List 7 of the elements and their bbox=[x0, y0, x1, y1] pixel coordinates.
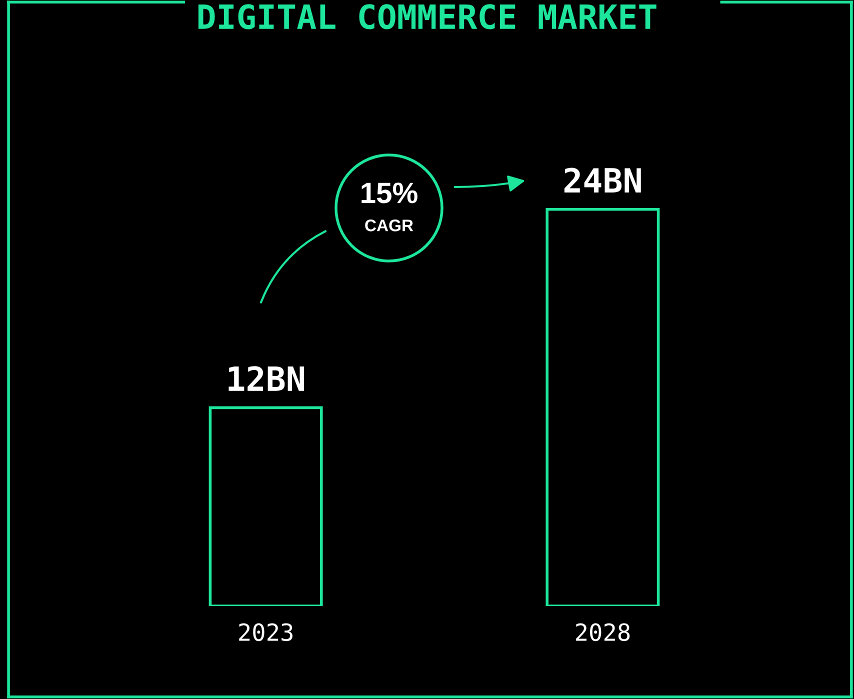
x-tick-label: 2023 bbox=[239, 623, 292, 642]
data-label: 12BN bbox=[228, 366, 304, 391]
data-label: 24BN bbox=[564, 168, 641, 192]
annotation: CAGR bbox=[365, 220, 414, 232]
x-tick-label: 2028 bbox=[576, 623, 630, 642]
text: 15% bbox=[362, 182, 418, 204]
chart-title: DIGITAL COMMERCE MARKET bbox=[198, 4, 656, 30]
